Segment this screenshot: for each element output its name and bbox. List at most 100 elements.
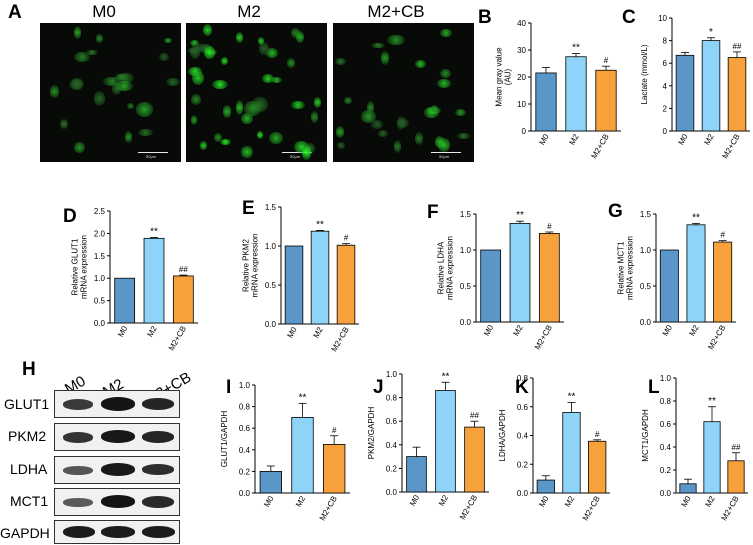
significance-mark: ** xyxy=(442,371,450,382)
y-tick-label: 0.4 xyxy=(517,432,529,441)
cell-blob xyxy=(49,84,60,98)
bar-m0 xyxy=(536,479,555,494)
cell-blob xyxy=(439,28,453,37)
panel-label-e: E xyxy=(242,198,255,219)
x-tick-label: M2+CB xyxy=(533,324,554,352)
cell-blob xyxy=(191,70,204,85)
y-tick-label: 0.2 xyxy=(239,467,251,476)
y-tick-label: 1.0 xyxy=(94,274,106,283)
wb-band xyxy=(101,526,135,538)
cell-blob xyxy=(457,132,471,140)
x-tick-label: M0 xyxy=(262,494,276,509)
y-tick-label: 0.8 xyxy=(517,374,529,383)
panel-label-b: B xyxy=(478,7,492,28)
x-tick-label: M0 xyxy=(408,493,422,508)
y-tick-label: 0.0 xyxy=(94,319,106,328)
x-tick-label: M2 xyxy=(437,493,451,508)
wb-band xyxy=(63,432,93,443)
x-tick-label: M2+CB xyxy=(329,326,350,354)
micrograph-title-m2cb: M2+CB xyxy=(367,2,425,21)
cell-blob xyxy=(158,52,169,62)
cell-blob xyxy=(415,60,427,68)
panel-label-a: A xyxy=(8,2,22,23)
significance-mark: # xyxy=(332,426,337,435)
y-tick-label: 1.0 xyxy=(386,370,398,379)
y-tick-label: 1.0 xyxy=(265,242,277,251)
cell-blob xyxy=(191,115,198,125)
significance-mark: ## xyxy=(732,443,741,452)
cell-blob xyxy=(203,45,215,60)
y-tick-label: 1.0 xyxy=(239,381,251,390)
y-tick-label: 1.5 xyxy=(94,252,106,261)
x-tick-label: M2 xyxy=(563,494,577,509)
x-tick-label: M2+CB xyxy=(719,495,740,523)
cell-blob xyxy=(73,52,90,62)
significance-mark: * xyxy=(709,27,713,38)
cell-blob xyxy=(454,109,467,116)
y-tick-label: 0.0 xyxy=(640,318,652,327)
bar-m2-cb xyxy=(172,275,194,324)
wb-protein-label-pkm2: PKM2 xyxy=(8,428,47,444)
y-tick-label: 0.0 xyxy=(460,318,472,327)
y-tick-label: 0 xyxy=(522,127,527,136)
cell-blob xyxy=(200,141,207,151)
wb-band xyxy=(101,495,135,508)
x-tick-label: M0 xyxy=(537,494,551,509)
y-tick-label: 1.5 xyxy=(460,210,472,219)
micrograph-m0: 50μm xyxy=(40,23,181,162)
wb-band xyxy=(63,526,95,538)
cell-blob xyxy=(258,36,265,46)
cell-blob xyxy=(222,105,232,118)
y-tick-label: 0.2 xyxy=(660,466,672,475)
cell-blob xyxy=(437,137,450,153)
cell-blob xyxy=(301,144,312,160)
bar-m0 xyxy=(406,456,427,493)
x-tick-label: M2 xyxy=(145,324,159,339)
bar-chart-j: 0.0 0.2 0.4 0.6 0.8 1.0 PKM2/GAPDH M0 ** M2 ## M2+C… xyxy=(367,370,489,521)
cell-blob xyxy=(258,41,270,55)
cell-blob xyxy=(85,49,99,55)
cell-blob xyxy=(266,48,278,58)
significance-mark: ## xyxy=(470,411,479,420)
cell-blob xyxy=(214,132,222,143)
bar-chart-k: 0.0 0.2 0.4 0.6 0.8 LDHA/GAPDH M0 ** M2 # M2+CB xyxy=(498,374,610,522)
bar-m0 xyxy=(535,72,557,132)
wb-band xyxy=(63,498,93,507)
y-tick-label: 0.5 xyxy=(460,282,472,291)
bar-m2 xyxy=(143,237,165,324)
cell-blob xyxy=(269,131,284,145)
cell-blob xyxy=(244,100,262,116)
micrograph-title-m0: M0 xyxy=(92,2,116,21)
cell-blob xyxy=(310,111,319,123)
bar-chart-l: 0.0 0.2 0.4 0.6 0.8 1.0 MCT1/GAPDH M0 ** M2 ## M2+C… xyxy=(641,374,748,522)
x-tick-label: M2+CB xyxy=(720,133,741,161)
cell-blob xyxy=(115,81,134,91)
bar-m2-cb xyxy=(713,241,733,323)
cell-blob xyxy=(166,78,181,87)
wb-blot-glut1 xyxy=(54,390,180,418)
bar-m2 xyxy=(686,224,706,323)
cell-blob xyxy=(127,103,135,109)
bar-m0 xyxy=(659,249,679,323)
cell-blob xyxy=(190,94,202,106)
y-tick-label: 2.5 xyxy=(94,207,106,216)
wb-band xyxy=(101,463,135,476)
cell-blob xyxy=(380,51,389,66)
cell-blob xyxy=(236,100,244,116)
cell-blob xyxy=(138,129,154,136)
cell-blob xyxy=(290,100,305,110)
cell-blob xyxy=(164,37,173,44)
significance-mark: ** xyxy=(299,392,307,403)
cell-blob xyxy=(236,31,244,44)
bar-m2-cb xyxy=(588,440,607,494)
x-tick-label: M2 xyxy=(511,323,525,338)
panel-label-k: K xyxy=(515,377,529,398)
bar-m2-cb xyxy=(727,460,745,494)
cell-blob xyxy=(271,76,282,83)
bar-m0 xyxy=(679,483,697,494)
y-tick-label: 0.2 xyxy=(386,464,398,473)
cell-blob xyxy=(135,102,154,117)
y-tick-label: 0.0 xyxy=(517,489,529,498)
y-tick-label: 1.5 xyxy=(640,210,652,219)
